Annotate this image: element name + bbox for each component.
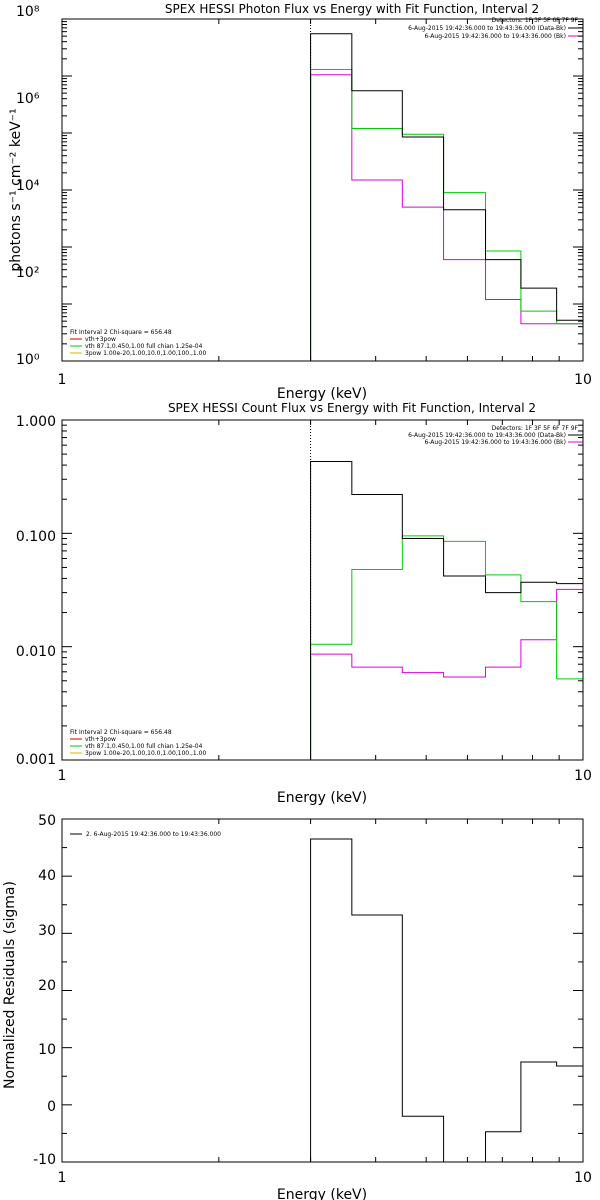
count-xtick-10: 10	[574, 768, 592, 784]
residual-ytick-40: 40	[38, 868, 56, 884]
photon-xlabel: Energy (keV)	[277, 386, 367, 402]
count-axes-frame	[61, 419, 584, 761]
photon-ytick-1e4: 10⁴	[16, 178, 40, 194]
residual-ytick-10: 10	[38, 1042, 56, 1058]
count-xtick-1: 1	[58, 768, 67, 784]
count-legend-line-1: vth+3pow	[85, 736, 116, 743]
count-ytick-0.100: 0.100	[16, 529, 56, 545]
count-bk-info: 6-Aug-2015 19:42:36.000 to 19:43:36.000 …	[424, 439, 566, 446]
photon-axes-frame	[61, 18, 584, 362]
count-ytick-0.001: 0.001	[16, 752, 56, 768]
photon-xtick-1: 1	[58, 372, 67, 388]
photon-detectors-text: Detectors: 1F 3F 5F 6F 7F 9F	[492, 17, 579, 24]
photon-legend-line-3: 3pow 1.00e-20,1.00,10.0,1.00,100.,1.00	[85, 350, 206, 357]
count-legend-line-2: vth 87.1,0.450,1.00 full chian 1.25e-04	[85, 743, 203, 750]
photon-legend-line-1: vth+3pow	[85, 336, 116, 343]
count-flux-panel: SPEX HESSI Count Flux vs Energy with Fit…	[16, 401, 592, 806]
photon-series-0-step-line	[310, 33, 583, 361]
photon-panel-title: SPEX HESSI Photon Flux vs Energy with Fi…	[165, 2, 539, 16]
photon-legend-line-0: Fit Interval 2 Chi-square = 656.48	[70, 329, 172, 336]
residual-ylabel: Normalized Residuals (sigma)	[2, 881, 18, 1089]
count-legend-line-0: Fit Interval 2 Chi-square = 656.48	[70, 729, 172, 736]
count-series-1-step-line	[310, 535, 583, 760]
residual-xtick-1: 1	[58, 1170, 67, 1186]
count-ytick-0.010: 0.010	[16, 644, 56, 660]
photon-ytick-1e0: 10⁰	[16, 352, 40, 368]
count-ytick-1.000: 1.000	[16, 414, 56, 430]
photon-ytick-1e8: 10⁸	[16, 4, 40, 20]
residual-ytick-30: 30	[38, 923, 56, 939]
photon-data-bk-info: 6-Aug-2015 19:42:36.000 to 19:43:36.000 …	[408, 25, 566, 32]
residual-ytick-0: 0	[47, 1099, 56, 1115]
residual-xlabel: Energy (keV)	[277, 1187, 367, 1200]
photon-xtick-10: 10	[574, 372, 592, 388]
residual-series-0-step-line	[310, 838, 583, 1162]
count-data-bk-info: 6-Aug-2015 19:42:36.000 to 19:43:36.000 …	[408, 432, 566, 439]
residual-xtick-10: 10	[574, 1170, 592, 1186]
residual-ytick-20: 20	[38, 978, 56, 994]
residual-legend-text: 2. 6-Aug-2015 19:42:36.000 to 19:43:36.0…	[86, 831, 221, 838]
photon-ytick-1e6: 10⁶	[16, 91, 40, 107]
photon-flux-panel: SPEX HESSI Photon Flux vs Energy with Fi…	[8, 2, 592, 402]
residual-ytick-neg10: -10	[33, 1152, 56, 1168]
residual-ytick-50: 50	[38, 813, 56, 829]
photon-bk-info: 6-Aug-2015 19:42:36.000 to 19:43:36.000 …	[424, 33, 566, 40]
photon-ytick-1e2: 10²	[16, 265, 39, 281]
count-series-0-step-line	[310, 461, 583, 760]
residual-axes-frame	[61, 818, 584, 1163]
photon-legend-line-2: vth 87.1,0.450,1.00 full chian 1.25e-04	[85, 343, 203, 350]
count-panel-title: SPEX HESSI Count Flux vs Energy with Fit…	[168, 401, 536, 415]
count-legend-line-3: 3pow 1.00e-20,1.00,10.0,1.00,100.,1.00	[85, 750, 206, 757]
photon-ylabel: photons s⁻¹ cm⁻² keV⁻¹	[8, 108, 24, 271]
photon-series-1-step-line	[310, 69, 583, 361]
count-detectors-text: Detectors: 1F 3F 5F 6F 7F 9F	[492, 425, 579, 432]
count-xlabel: Energy (keV)	[277, 790, 367, 806]
residuals-panel: 2. 6-Aug-2015 19:42:36.000 to 19:43:36.0…	[2, 813, 592, 1200]
